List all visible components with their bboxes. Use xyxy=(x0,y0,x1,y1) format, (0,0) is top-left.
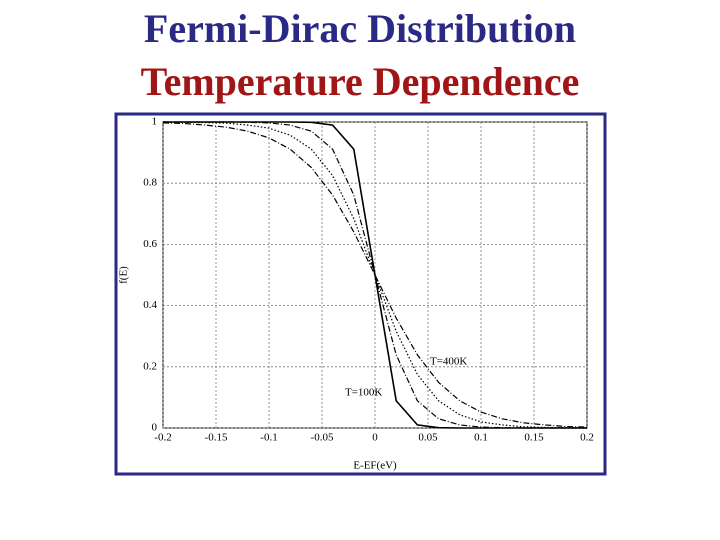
figure-frame xyxy=(114,112,607,476)
y-tick-label: 0.4 xyxy=(143,299,157,311)
line-series xyxy=(162,122,588,428)
x-tick-label: -0.2 xyxy=(154,432,171,444)
annotation: T=400K xyxy=(430,356,467,368)
y-tick-label: 0.8 xyxy=(143,177,157,189)
x-tick-label: 0.05 xyxy=(418,432,438,444)
x-tick-label: -0.1 xyxy=(260,432,277,444)
y-tick-label: 0 xyxy=(152,422,158,434)
y-tick-label: 0.2 xyxy=(143,360,157,372)
x-tick-label: 0.2 xyxy=(580,432,594,444)
x-tick-label: 0.15 xyxy=(524,432,544,444)
x-tick-label: 0 xyxy=(372,432,378,444)
x-tick-label: -0.05 xyxy=(311,432,334,444)
slide-subtitle: Temperature Dependence xyxy=(141,59,580,104)
slide-title: Fermi-Dirac Distribution xyxy=(144,6,576,51)
x-tick-label: 0.1 xyxy=(474,432,488,444)
y-tick-label: 0.6 xyxy=(143,238,157,250)
y-axis-label: f(E) xyxy=(118,266,130,284)
line-series xyxy=(163,121,587,429)
x-tick-label: -0.15 xyxy=(205,432,228,444)
annotation: T=100K xyxy=(345,387,382,399)
x-axis-label: E-EF(eV) xyxy=(353,460,397,472)
line-series xyxy=(162,121,588,429)
y-tick-label: 1 xyxy=(152,116,158,128)
